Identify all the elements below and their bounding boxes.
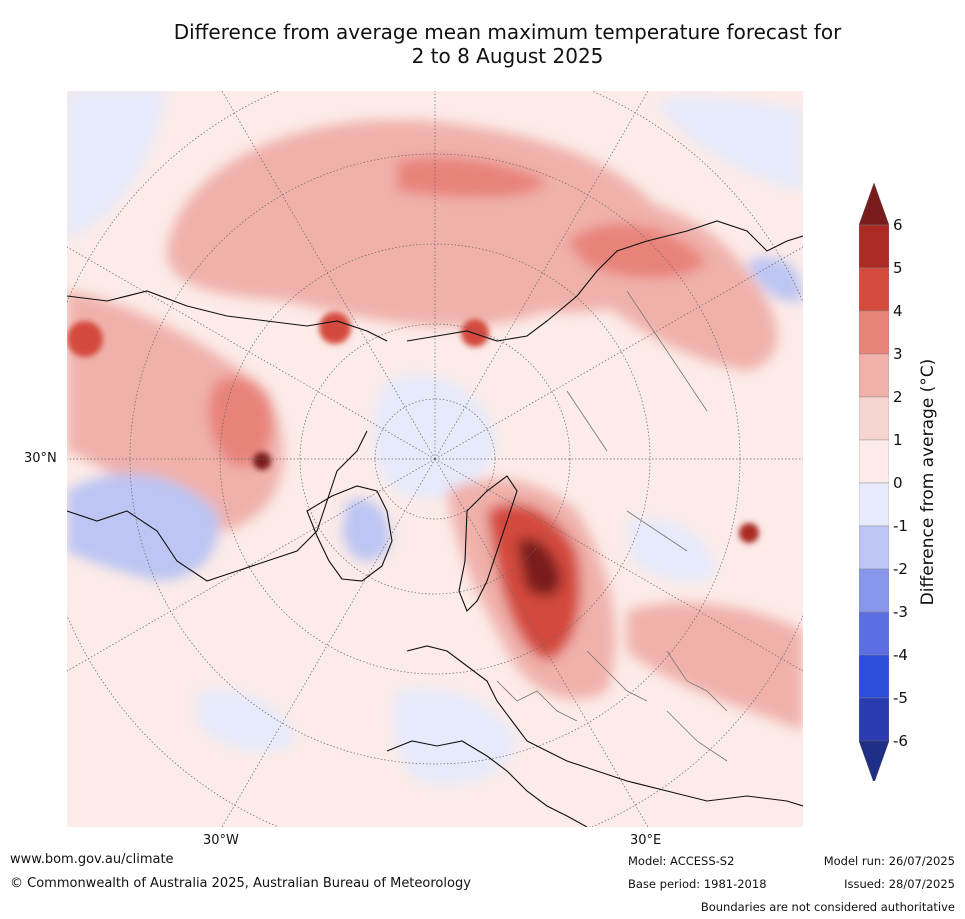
lat-label-30n: 30°N (24, 451, 57, 466)
colorbar-bin (858, 310, 890, 355)
mediterranean-cool (393, 688, 517, 785)
colorbar-svg (858, 182, 890, 784)
right-cool-patch (627, 518, 717, 582)
colorbar-tick-label: 0 (893, 474, 903, 492)
colorbar-tick-label: -5 (893, 689, 908, 707)
east-asia-warm-core (567, 223, 707, 279)
colorbar-tick-label: 5 (893, 259, 903, 277)
graticule (67, 91, 803, 827)
eurasia-north-coast (406, 220, 803, 342)
hotspot-siberia (461, 319, 489, 347)
colorbar-tick-label: 6 (893, 216, 903, 234)
disclaimer-text: Boundaries are not considered authoritat… (700, 900, 955, 914)
colorbar-cap-top (858, 182, 890, 226)
colorbar-bin (858, 267, 890, 312)
issued-text: Issued: 28/07/2025 (844, 877, 955, 891)
anomaly-fields (67, 91, 803, 785)
colorbar-bin (858, 439, 890, 484)
colorbar-tick-label: 3 (893, 345, 903, 363)
colorbar-tick-label: 2 (893, 388, 903, 406)
west-russia-core (517, 538, 562, 597)
country-borders (496, 290, 728, 762)
colorbar-tick-label: -6 (893, 732, 908, 750)
model-run-text: Model run: 26/07/2025 (823, 854, 955, 868)
colorbar-tick-label: -3 (893, 603, 908, 621)
mediterranean-coast (386, 740, 588, 827)
hotspot-labrador (253, 452, 271, 470)
colorbar-tick-label: -2 (893, 560, 908, 578)
okhotsk-cool (747, 257, 803, 302)
central-asia-warm (627, 602, 803, 731)
colorbar-bin (858, 224, 890, 269)
north-pacific-warm-core (397, 157, 547, 198)
colorbar-tick-label: -4 (893, 646, 908, 664)
map-canvas (67, 91, 803, 827)
map-title: Difference from average mean maximum tem… (0, 20, 965, 68)
north-pacific-warm (167, 119, 675, 327)
top-right-cool (657, 96, 803, 191)
colorbar-tick-label: -1 (893, 517, 908, 535)
colorbar-tick-label: 1 (893, 431, 903, 449)
colorbar-segments (858, 182, 890, 784)
colorbar-bin (858, 568, 890, 613)
colorbar-bin (858, 353, 890, 398)
lon-label-30e: 30°E (630, 833, 662, 848)
colorbar-cap-bottom (858, 740, 890, 784)
atlantic-cool (197, 689, 297, 752)
anomaly-map (67, 91, 803, 827)
europe-coast (406, 645, 803, 807)
scandinavia-coast (458, 475, 518, 612)
colorbar-bin (858, 482, 890, 527)
colorbar (858, 182, 890, 784)
colorbar-bin (858, 525, 890, 570)
greenland-cool (342, 499, 390, 562)
colorbar-tick-label: 4 (893, 302, 903, 320)
title-line-2: 2 to 8 August 2025 (411, 44, 604, 68)
hotspot-central-asia (739, 523, 759, 543)
colorbar-bin (858, 697, 890, 742)
colorbar-label: Difference from average (°C) (918, 358, 938, 606)
colorbar-bin (858, 611, 890, 656)
north-america-coast (67, 290, 388, 582)
coastlines (67, 220, 803, 827)
colorbar-bin (858, 396, 890, 441)
top-left-cool (67, 91, 167, 241)
title-line-1: Difference from average mean maximum tem… (173, 20, 842, 44)
copyright-text: © Commonwealth of Australia 2025, Austra… (10, 876, 471, 891)
greenland-coast (306, 485, 393, 582)
model-text: Model: ACCESS-S2 (628, 854, 735, 868)
base-period-text: Base period: 1981-2018 (628, 877, 767, 891)
anomaly-hotspots (67, 312, 759, 543)
eastern-canada-core (208, 376, 273, 467)
website-text: www.bom.gov.au/climate (10, 852, 174, 867)
western-cool (67, 473, 219, 581)
colorbar-bin (858, 654, 890, 699)
north-america-warm (67, 291, 284, 531)
hotspot-arctic-coast (319, 312, 351, 344)
hotspot-west (67, 321, 103, 357)
lon-label-30w: 30°W (203, 833, 239, 848)
